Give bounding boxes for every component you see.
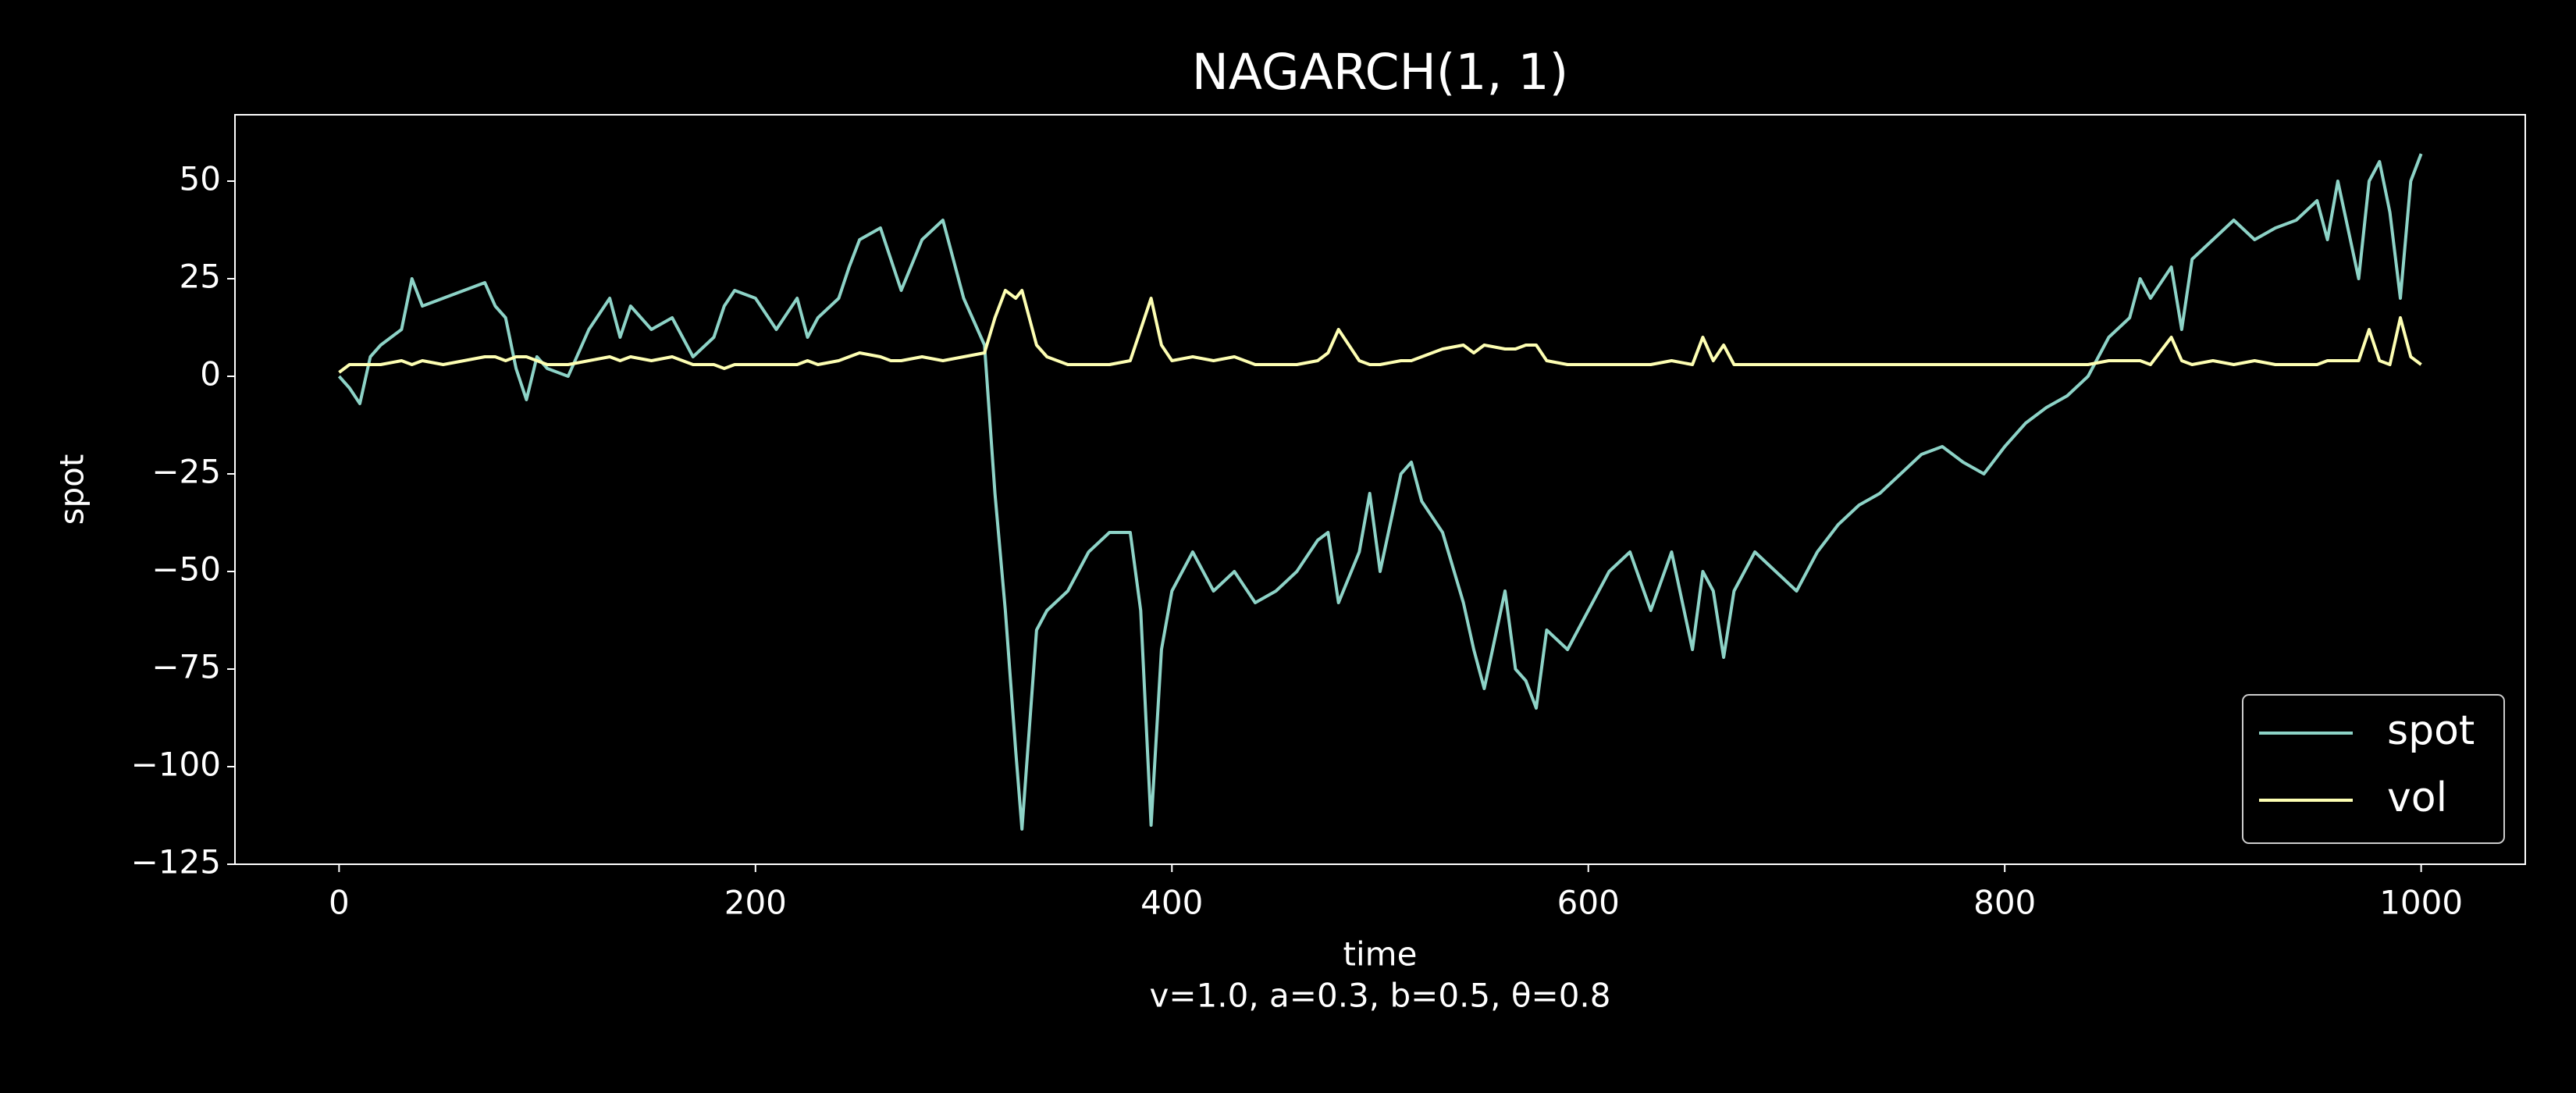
series-line — [338, 289, 2422, 374]
x-axis-label: time — [1343, 935, 1418, 974]
subtitle: v=1.0, a=0.3, b=0.5, θ=0.8 — [1150, 977, 1611, 1015]
x-tick-label: 800 — [1973, 884, 2036, 922]
x-tick-label: 0 — [329, 884, 350, 922]
y-tick-label: −75 — [151, 648, 221, 686]
y-tick-label: 25 — [180, 258, 221, 296]
y-tick-label: 50 — [180, 160, 221, 198]
legend-label: spot — [2387, 707, 2475, 754]
y-axis-label: spot — [53, 454, 91, 525]
x-tick-label: 400 — [1140, 884, 1203, 922]
y-tick-label: −50 — [151, 550, 221, 589]
x-tick-label: 1000 — [2379, 884, 2463, 922]
x-tick-label: 600 — [1557, 884, 1620, 922]
legend-label: vol — [2387, 774, 2447, 821]
chart-title: NAGARCH(1, 1) — [1192, 44, 1568, 101]
y-tick-label: −100 — [131, 746, 221, 784]
x-tick-label: 200 — [724, 884, 787, 922]
plot-frame — [234, 114, 2526, 865]
y-tick-label: 0 — [200, 355, 221, 393]
y-tick-label: −125 — [131, 843, 221, 881]
y-tick-label: −25 — [151, 453, 221, 491]
